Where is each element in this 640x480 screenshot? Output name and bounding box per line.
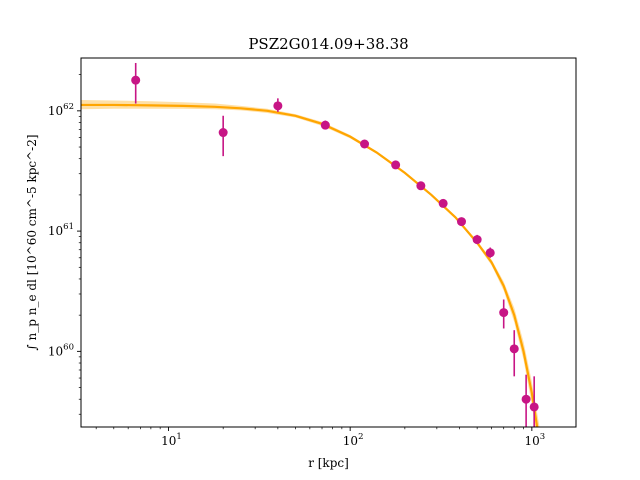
y-tick-label: 1061 xyxy=(48,222,74,238)
data-marker xyxy=(472,235,482,245)
data-marker xyxy=(485,248,495,258)
data-point xyxy=(218,115,228,157)
data-marker xyxy=(273,101,283,111)
data-point xyxy=(456,217,466,227)
x-tick-label: 103 xyxy=(524,432,545,448)
model-line xyxy=(81,103,539,427)
data-marker xyxy=(521,394,531,404)
data-point xyxy=(391,160,401,170)
data-point xyxy=(438,198,448,208)
y-axis-label: ∫ n_p n_e dl [10^60 cm^-5 kpc^-2] xyxy=(25,134,39,350)
data-point xyxy=(131,62,141,104)
data-point xyxy=(521,374,531,427)
data-marker xyxy=(320,120,330,130)
plot-frame xyxy=(80,57,577,428)
y-tick-label: 1060 xyxy=(48,342,74,358)
data-point xyxy=(472,234,482,245)
data-marker xyxy=(360,139,370,149)
data-marker xyxy=(416,181,426,191)
data-point xyxy=(273,98,283,112)
chart-title: PSZ2G014.09+38.38 xyxy=(248,35,408,53)
data-marker xyxy=(529,402,539,412)
x-axis-label: r [kpc] xyxy=(308,456,349,470)
data-marker xyxy=(218,128,228,138)
data-point xyxy=(529,376,539,427)
data-marker xyxy=(509,344,519,354)
model-uncertainty-band xyxy=(81,100,540,427)
data-point xyxy=(499,299,509,329)
x-tick-label: 101 xyxy=(161,432,182,448)
data-point xyxy=(416,181,426,191)
data-marker xyxy=(456,217,466,227)
data-point xyxy=(485,247,495,258)
x-tick-label: 102 xyxy=(343,432,364,448)
data-marker xyxy=(391,160,401,170)
data-marker xyxy=(438,198,448,208)
data-point xyxy=(320,120,330,130)
data-point xyxy=(360,139,370,149)
data-point xyxy=(509,330,519,377)
data-marker xyxy=(499,308,509,318)
y-tick-label: 1062 xyxy=(48,102,74,118)
data-marker xyxy=(131,75,141,85)
